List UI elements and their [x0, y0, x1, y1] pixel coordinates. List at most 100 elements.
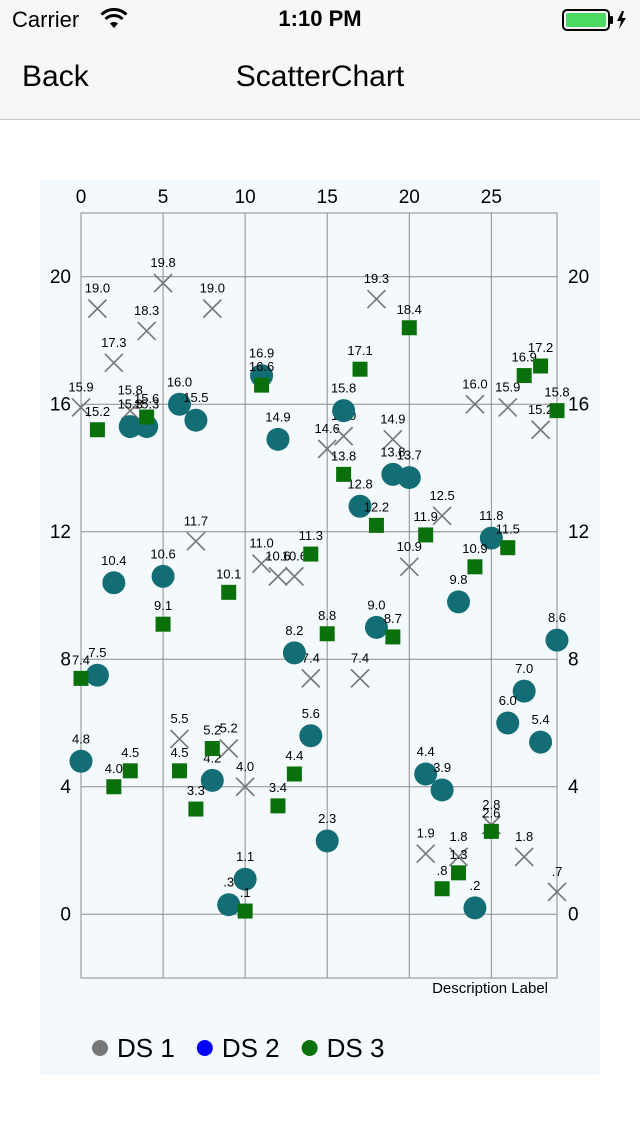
data-label: 15.9: [68, 379, 93, 394]
data-point-ds3: [549, 403, 565, 419]
data-label: 13.8: [331, 448, 356, 463]
data-label: 4.0: [236, 759, 254, 774]
data-point-ds2: [233, 867, 257, 891]
data-label: 3.3: [187, 783, 205, 798]
data-point-ds2: [118, 415, 142, 439]
data-point-ds1: [416, 844, 436, 864]
data-label: 4.5: [170, 745, 188, 760]
data-label: 8.8: [318, 608, 336, 623]
navigation-bar: Back ScatterChart: [0, 40, 640, 120]
data-label: 11.9: [414, 509, 438, 524]
data-point-ds2: [463, 896, 487, 920]
legend-label-ds1: DS 1: [117, 1033, 175, 1063]
data-label: 4.4: [285, 748, 303, 763]
data-point-ds3: [336, 466, 352, 482]
data-point-ds1: [251, 554, 272, 574]
data-point-ds3: [516, 368, 532, 384]
data-label: 10.4: [101, 553, 126, 568]
data-label: 15.3: [118, 397, 143, 412]
data-point-ds2: [479, 526, 503, 550]
y-tick-label-left: 12: [50, 522, 71, 543]
data-label: 5.2: [203, 723, 221, 738]
legend-label-ds3: DS 3: [327, 1033, 385, 1063]
carrier-label: Carrier: [12, 7, 80, 32]
data-point-ds2: [151, 564, 175, 588]
data-point-ds3: [418, 527, 434, 543]
data-label: 16.0: [167, 374, 192, 389]
data-point-ds3: [188, 801, 204, 817]
data-label: 2.8: [482, 797, 500, 812]
data-label: 10.9: [462, 541, 487, 556]
data-label: 1.9: [417, 826, 435, 841]
legend-marker-ds2: [196, 1040, 213, 1056]
data-point-ds1: [498, 397, 518, 418]
x-tick-label: 5: [158, 187, 169, 208]
legend-marker-ds3: [301, 1040, 318, 1056]
data-point-ds1: [153, 273, 173, 293]
data-point-ds2: [217, 893, 241, 917]
data-label: 9.8: [449, 572, 467, 587]
data-point-ds3: [451, 865, 467, 881]
data-point-ds2: [512, 679, 536, 703]
x-tick-label: 20: [399, 187, 420, 208]
data-label: 8.6: [548, 610, 566, 625]
scatter-chart-canvas[interactable]: 0 5 10 15 20 25 0 0 4 4 8 8 12 12 16 16 20 20 Description …: [40, 180, 600, 1075]
data-point-ds3: [106, 779, 122, 795]
page-title: ScatterChart: [235, 60, 405, 93]
data-point-ds1: [301, 668, 321, 688]
data-point-ds2: [299, 724, 323, 748]
data-label: 7.4: [72, 652, 90, 667]
scatter-chart[interactable]: 0 5 10 15 20 25 0 0 4 4 8 8 12 12 16 16 20 20 Description …: [40, 180, 600, 1075]
data-point-ds1: [432, 506, 452, 526]
data-point-ds3: [352, 361, 368, 377]
data-point-ds3: [533, 358, 549, 374]
data-label: 1.8: [515, 829, 533, 844]
data-label: 5.6: [302, 706, 320, 721]
data-point-ds3: [303, 546, 319, 562]
data-point-ds1: [317, 439, 337, 459]
y-tick-label-right: 0: [568, 904, 579, 925]
y-tick-label-left: 20: [50, 267, 71, 288]
data-label: 9.0: [367, 597, 385, 612]
data-point-ds1: [219, 738, 239, 759]
data-label: 7.4: [302, 650, 320, 665]
data-label: 8.2: [285, 623, 303, 638]
data-point-ds2: [397, 466, 421, 490]
chart-description: Description Label: [432, 980, 548, 997]
data-point-ds1: [71, 397, 91, 418]
data-point-ds1: [104, 353, 124, 373]
data-point-ds3: [467, 559, 483, 575]
data-label: 18.4: [397, 302, 422, 317]
data-label: 5.4: [532, 712, 550, 727]
data-point-ds2: [102, 571, 126, 595]
data-point-ds2: [69, 749, 93, 773]
battery-icon: [562, 9, 626, 31]
data-label: 15.8: [544, 385, 569, 400]
data-point-ds1: [547, 882, 567, 902]
data-label: 12.8: [347, 476, 372, 491]
data-point-ds1: [366, 289, 387, 309]
data-point-ds1: [235, 777, 255, 797]
data-point-ds3: [500, 540, 516, 556]
data-label: 2.6: [482, 805, 500, 820]
data-point-ds1: [268, 566, 288, 586]
data-label: 16.6: [249, 359, 274, 374]
data-label: 10.6: [265, 548, 290, 563]
y-tick-label-right: 8: [568, 649, 579, 670]
data-point-ds1: [202, 299, 222, 319]
data-label: 8.7: [384, 611, 402, 626]
data-point-ds2: [529, 730, 553, 754]
data-point-ds2: [496, 711, 520, 735]
data-point-ds1: [531, 420, 551, 440]
data-point-ds2: [200, 768, 224, 792]
data-label: 4.4: [417, 744, 435, 759]
data-label: 12.2: [364, 499, 389, 514]
legend-marker-ds1: [92, 1040, 108, 1056]
data-label: 10.1: [216, 566, 241, 581]
data-label: 15.9: [495, 379, 520, 394]
back-button[interactable]: Back: [22, 60, 89, 93]
y-tick-label-right: 12: [568, 522, 589, 543]
data-point-ds1: [350, 668, 370, 688]
data-label: .2: [470, 878, 481, 893]
data-point-ds3: [385, 629, 401, 645]
